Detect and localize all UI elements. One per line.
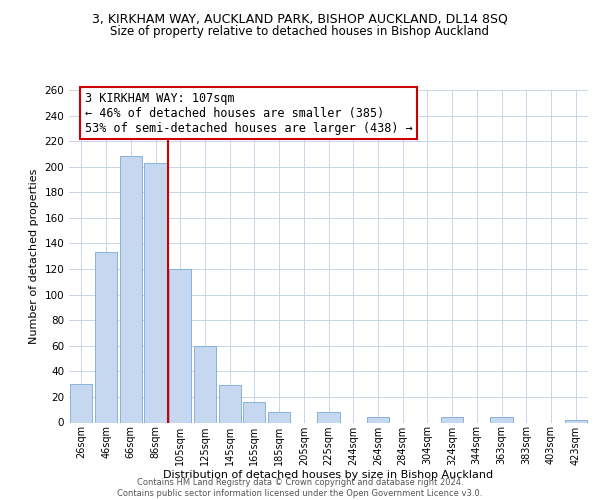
Bar (95, 252, 117, 422)
Bar (194, 346, 216, 422)
Bar (367, 418, 389, 422)
X-axis label: Distribution of detached houses by size in Bishop Auckland: Distribution of detached houses by size … (163, 470, 494, 480)
Y-axis label: Number of detached properties: Number of detached properties (29, 168, 39, 344)
Bar (565, 420, 587, 422)
Text: Contains HM Land Registry data © Crown copyright and database right 2024.
Contai: Contains HM Land Registry data © Crown c… (118, 478, 482, 498)
Text: 3, KIRKHAM WAY, AUCKLAND PARK, BISHOP AUCKLAND, DL14 8SQ: 3, KIRKHAM WAY, AUCKLAND PARK, BISHOP AU… (92, 12, 508, 26)
Text: Size of property relative to detached houses in Bishop Auckland: Size of property relative to detached ho… (110, 25, 490, 38)
Bar (490, 418, 512, 422)
Bar (268, 412, 290, 422)
Bar (218, 386, 241, 422)
Bar (441, 418, 463, 422)
Text: 3 KIRKHAM WAY: 107sqm
← 46% of detached houses are smaller (385)
53% of semi-det: 3 KIRKHAM WAY: 107sqm ← 46% of detached … (85, 92, 412, 134)
Bar (145, 163, 167, 422)
Bar (169, 269, 191, 422)
Bar (119, 156, 142, 422)
Bar (70, 384, 92, 422)
Bar (317, 412, 340, 422)
Bar (243, 402, 265, 422)
